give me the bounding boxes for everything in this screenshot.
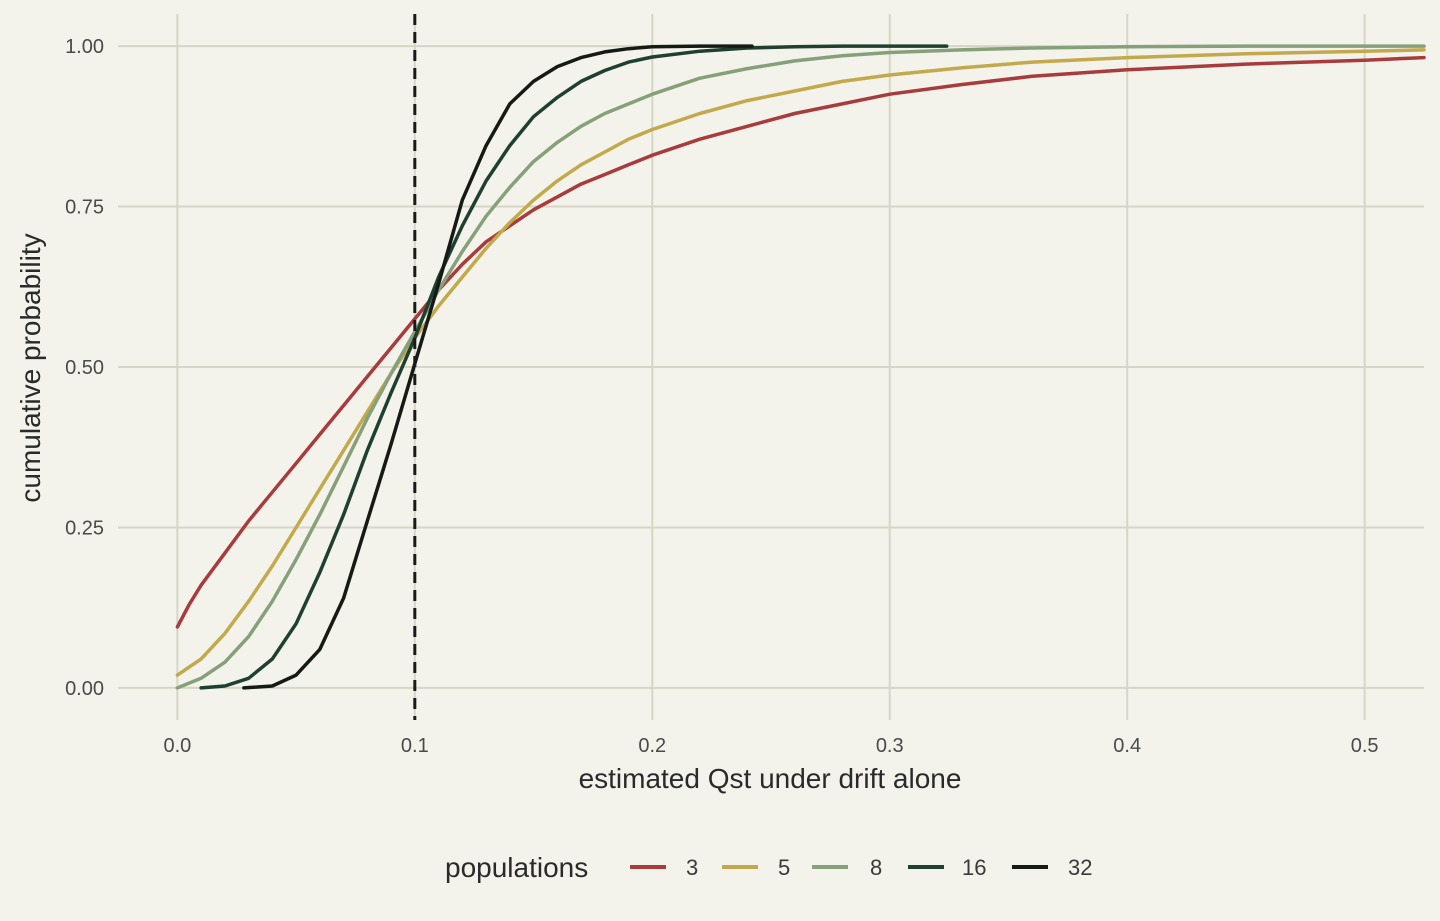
x-tick-label: 0.1 [401, 735, 429, 757]
y-tick-label: 0.25 [65, 517, 104, 539]
x-tick-label: 0.2 [638, 735, 666, 757]
x-axis-title: estimated Qst under drift alone [579, 763, 962, 794]
x-tick-label: 0.0 [163, 735, 191, 757]
tick-label-layer: 0.0 0.1 0.2 0.3 0.4 0.5 0.00 0.25 0.50 0.75 1.00 [65, 36, 1378, 757]
series-line-3 [175, 55, 1426, 629]
y-tick-label: 0.50 [65, 357, 104, 379]
legend-label-5: 5 [778, 855, 790, 880]
series-layer [175, 44, 1426, 690]
series-line-32 [242, 44, 754, 690]
y-tick-label: 0.00 [65, 678, 104, 700]
series-line-16 [199, 44, 949, 690]
legend: populations 3 5 8 16 32 [445, 852, 1092, 883]
y-tick-label: 0.75 [65, 197, 104, 219]
x-tick-label: 0.4 [1113, 735, 1141, 757]
legend-label-8: 8 [870, 855, 882, 880]
legend-label-16: 16 [962, 855, 986, 880]
x-tick-label: 0.5 [1351, 735, 1379, 757]
grid-layer [118, 14, 1424, 720]
y-axis-title: cumulative probability [15, 233, 46, 502]
x-tick-label: 0.3 [876, 735, 904, 757]
legend-label-32: 32 [1068, 855, 1092, 880]
series-line-5 [175, 48, 1426, 677]
legend-label-3: 3 [686, 855, 698, 880]
series-line-8 [175, 44, 1426, 690]
y-tick-label: 1.00 [65, 36, 104, 58]
legend-title: populations [445, 852, 588, 883]
